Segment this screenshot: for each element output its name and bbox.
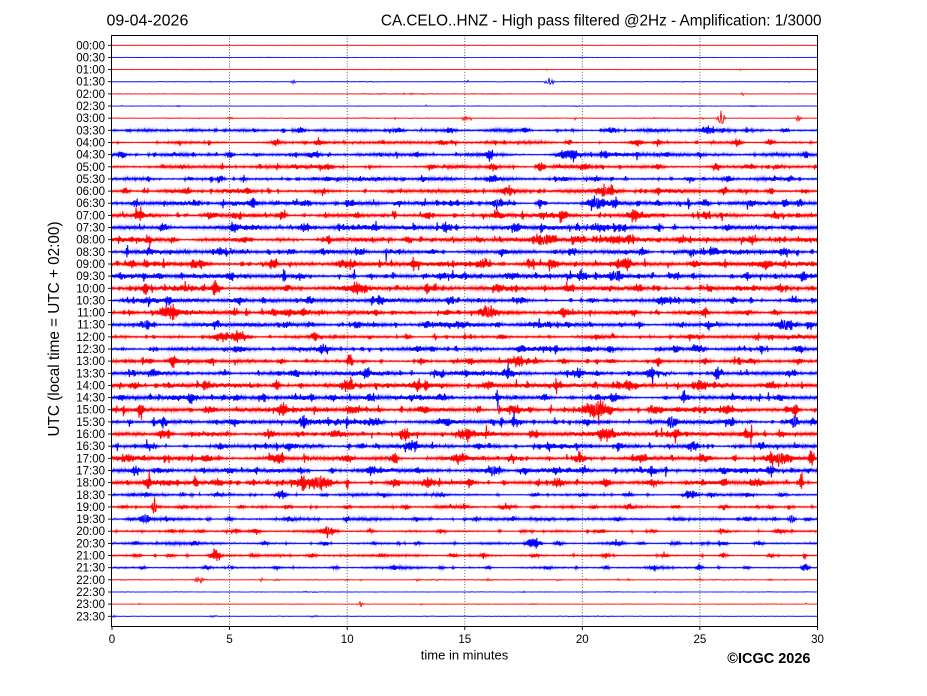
- svg-text:19:00: 19:00: [76, 502, 105, 514]
- svg-text:04:00: 04:00: [76, 138, 105, 150]
- svg-text:07:30: 07:30: [76, 223, 105, 235]
- svg-text:25: 25: [694, 634, 707, 646]
- svg-text:09:00: 09:00: [76, 259, 105, 271]
- svg-text:UTC (local time = UTC + 02:00): UTC (local time = UTC + 02:00): [46, 221, 63, 436]
- svg-text:17:30: 17:30: [76, 466, 105, 478]
- svg-text:11:30: 11:30: [77, 320, 105, 332]
- svg-text:14:30: 14:30: [76, 393, 105, 405]
- svg-text:22:30: 22:30: [76, 587, 105, 599]
- svg-text:23:30: 23:30: [76, 611, 105, 623]
- svg-text:CA.CELO..HNZ - High pass filte: CA.CELO..HNZ - High pass filtered @2Hz -…: [381, 13, 822, 30]
- svg-text:15:00: 15:00: [76, 405, 105, 417]
- svg-text:10:00: 10:00: [76, 283, 105, 295]
- svg-text:01:00: 01:00: [76, 65, 105, 77]
- svg-text:00:30: 00:30: [76, 52, 105, 64]
- svg-text:5: 5: [226, 634, 232, 646]
- svg-text:18:30: 18:30: [76, 490, 105, 502]
- svg-text:30: 30: [811, 634, 824, 646]
- svg-text:02:30: 02:30: [76, 101, 105, 113]
- svg-text:20:30: 20:30: [76, 538, 105, 550]
- svg-text:14:00: 14:00: [76, 380, 105, 392]
- svg-text:08:30: 08:30: [76, 247, 105, 259]
- svg-text:20:00: 20:00: [76, 526, 105, 538]
- svg-text:23:00: 23:00: [76, 599, 105, 611]
- svg-text:16:00: 16:00: [76, 429, 105, 441]
- svg-text:02:00: 02:00: [76, 89, 105, 101]
- svg-text:19:30: 19:30: [76, 514, 105, 526]
- svg-text:0: 0: [109, 634, 115, 646]
- svg-text:15:30: 15:30: [76, 417, 105, 429]
- svg-text:17:00: 17:00: [76, 453, 105, 465]
- svg-text:21:00: 21:00: [76, 551, 105, 563]
- svg-text:15: 15: [458, 634, 471, 646]
- svg-text:22:00: 22:00: [76, 575, 105, 587]
- svg-text:©ICGC 2026: ©ICGC 2026: [727, 651, 810, 667]
- svg-text:18:00: 18:00: [76, 478, 105, 490]
- svg-text:13:00: 13:00: [76, 356, 105, 368]
- svg-text:11:00: 11:00: [77, 308, 105, 320]
- svg-text:08:00: 08:00: [76, 235, 105, 247]
- svg-text:21:30: 21:30: [76, 563, 105, 575]
- svg-text:06:30: 06:30: [76, 198, 105, 210]
- svg-text:07:00: 07:00: [76, 210, 105, 222]
- svg-text:time in minutes: time in minutes: [421, 648, 509, 663]
- svg-text:04:30: 04:30: [76, 150, 105, 162]
- svg-text:00:00: 00:00: [76, 40, 105, 52]
- svg-text:10:30: 10:30: [76, 295, 105, 307]
- svg-text:20: 20: [576, 634, 589, 646]
- svg-text:09:30: 09:30: [76, 271, 105, 283]
- svg-text:05:00: 05:00: [76, 162, 105, 174]
- svg-text:09-04-2026: 09-04-2026: [107, 13, 189, 30]
- svg-text:06:00: 06:00: [76, 186, 105, 198]
- svg-text:03:30: 03:30: [76, 125, 105, 137]
- svg-text:10: 10: [341, 634, 354, 646]
- svg-text:01:30: 01:30: [76, 77, 105, 89]
- svg-text:03:00: 03:00: [76, 113, 105, 125]
- svg-text:12:30: 12:30: [76, 344, 105, 356]
- svg-text:13:30: 13:30: [76, 368, 105, 380]
- svg-text:12:00: 12:00: [76, 332, 105, 344]
- svg-text:16:30: 16:30: [76, 441, 105, 453]
- svg-text:05:30: 05:30: [76, 174, 105, 186]
